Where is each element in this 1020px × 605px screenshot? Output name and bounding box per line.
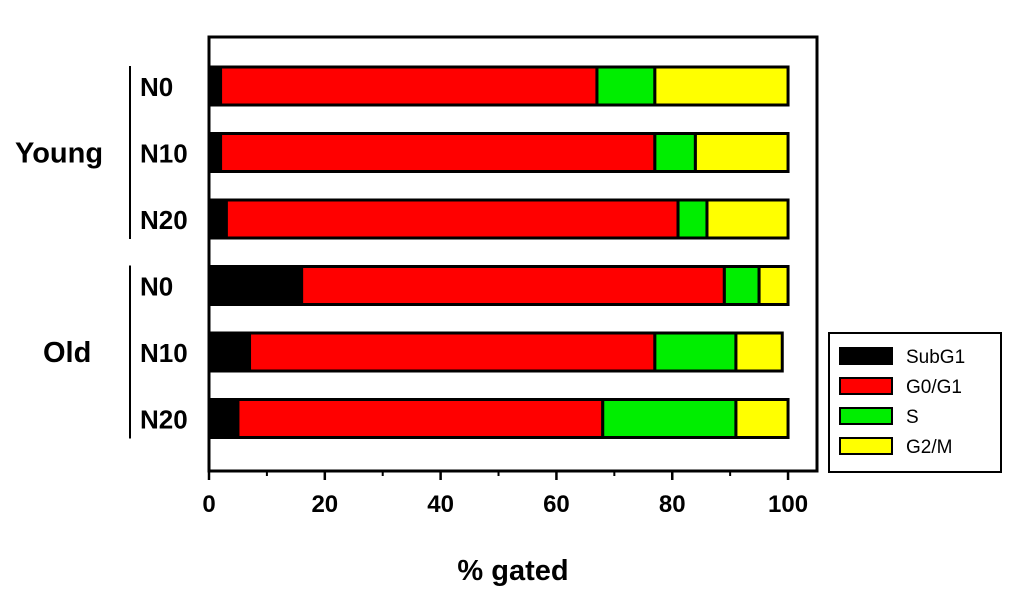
legend-label: S [906, 407, 919, 428]
legend-swatch-subg1 [839, 347, 893, 365]
legend: SubG1 G0/G1 S G2/M [828, 332, 1002, 473]
category-label: N20 [140, 405, 188, 435]
legend-label: G0/G1 [906, 377, 962, 398]
bar-segment-g0-g1-row-2 [219, 132, 657, 173]
bar-segment-s-row-5 [653, 331, 738, 373]
bar-segment-s-row-2 [653, 132, 697, 173]
legend-swatch-s [839, 407, 893, 425]
plot-frame [207, 35, 819, 473]
legend-swatch-g0-g1 [839, 377, 893, 395]
bar-segment-s-row-4 [722, 265, 761, 306]
category-label: N20 [140, 205, 188, 235]
bar-segment-g2-m-row-3 [705, 198, 790, 240]
bar-segment-subg1-row-3 [207, 198, 228, 240]
bar-segment-subg1-row-5 [207, 331, 252, 373]
bar-segment-g0-g1-row-4 [300, 265, 726, 306]
bar-segment-g0-g1-row-6 [236, 398, 605, 439]
group-labels: Young Old [15, 66, 131, 439]
x-axis-title: % gated [457, 555, 568, 587]
bar-segment-s-row-6 [601, 398, 738, 439]
legend-label: SubG1 [906, 347, 965, 368]
category-label: N0 [140, 272, 173, 302]
category-label: N10 [140, 139, 188, 169]
bar-segment-g2-m-row-4 [757, 265, 790, 306]
x-tick-label: 40 [427, 491, 454, 518]
bar-segment-subg1-row-2 [207, 132, 223, 173]
x-tick-label: 60 [543, 491, 570, 518]
category-label: N0 [140, 72, 173, 102]
bars-layer [207, 65, 790, 439]
x-tick-label: 80 [659, 491, 686, 518]
category-labels: N0 N10 N20 N0 N10 N20 [140, 72, 188, 435]
x-tick-label: 20 [311, 491, 338, 518]
bar-segment-g0-g1-row-1 [219, 65, 599, 107]
group-label-young: Young [15, 138, 103, 170]
bar-segment-g2-m-row-2 [693, 132, 790, 173]
bar-segment-g2-m-row-5 [734, 331, 784, 373]
x-axis: 0 20 40 60 80 100 [202, 471, 808, 518]
x-tick-label: 100 [768, 491, 808, 518]
legend-swatch-g2-m [839, 437, 893, 455]
bar-segment-s-row-3 [676, 198, 709, 240]
bar-segment-subg1-row-6 [207, 398, 240, 439]
category-label: N10 [140, 338, 188, 368]
bar-segment-g2-m-row-1 [653, 65, 790, 107]
bar-segment-subg1-row-1 [207, 65, 223, 107]
bar-segment-subg1-row-4 [207, 265, 304, 306]
bar-segment-g0-g1-row-3 [224, 198, 680, 240]
bar-segment-g0-g1-row-5 [248, 331, 657, 373]
bar-segment-s-row-1 [595, 65, 657, 107]
bar-segment-g2-m-row-6 [734, 398, 790, 439]
legend-label: G2/M [906, 437, 952, 458]
group-label-old: Old [43, 337, 91, 369]
x-tick-label: 0 [202, 491, 215, 518]
